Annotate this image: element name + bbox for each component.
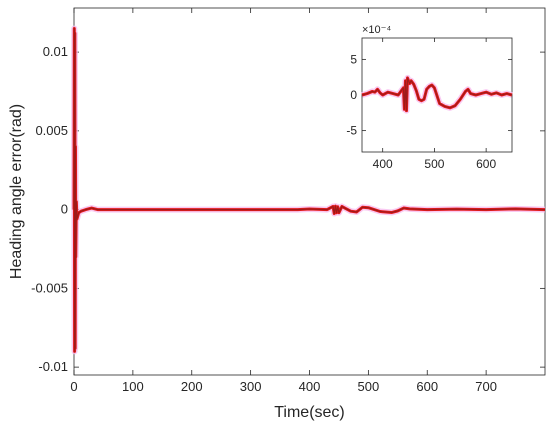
- inset-y-tick-label: -5: [346, 124, 357, 138]
- inset-x-tick-label: 500: [424, 157, 444, 171]
- y-tick-label: 0.005: [35, 123, 68, 138]
- inset-x-tick-label: 400: [373, 157, 393, 171]
- x-tick-label: 500: [358, 379, 380, 394]
- y-tick-label: 0: [61, 202, 68, 217]
- x-tick-label: 400: [299, 379, 321, 394]
- inset-y-tick-label: 0: [350, 88, 357, 102]
- y-axis-label: Heading angle error(rad): [8, 104, 25, 279]
- inset-x-tick-label: 600: [476, 157, 496, 171]
- y-tick-label: 0.01: [43, 44, 68, 59]
- x-tick-label: 700: [475, 379, 497, 394]
- y-tick-label: -0.01: [38, 359, 68, 374]
- x-axis-label: Time(sec): [274, 404, 345, 421]
- y-tick-label: -0.005: [31, 280, 68, 295]
- x-tick-label: 200: [181, 379, 203, 394]
- series-line-core: [73, 27, 546, 352]
- x-tick-label: 0: [70, 379, 77, 394]
- x-tick-label: 300: [240, 379, 262, 394]
- x-tick-label: 100: [122, 379, 144, 394]
- x-tick-label: 600: [416, 379, 438, 394]
- inset-series-line-core: [361, 77, 513, 112]
- inset-y-exponent: ×10⁻⁴: [362, 24, 391, 36]
- inset-axes: 400 500 600 -5 0 5 ×10⁻⁴: [346, 24, 513, 171]
- inset-y-tick-label: 5: [350, 52, 357, 66]
